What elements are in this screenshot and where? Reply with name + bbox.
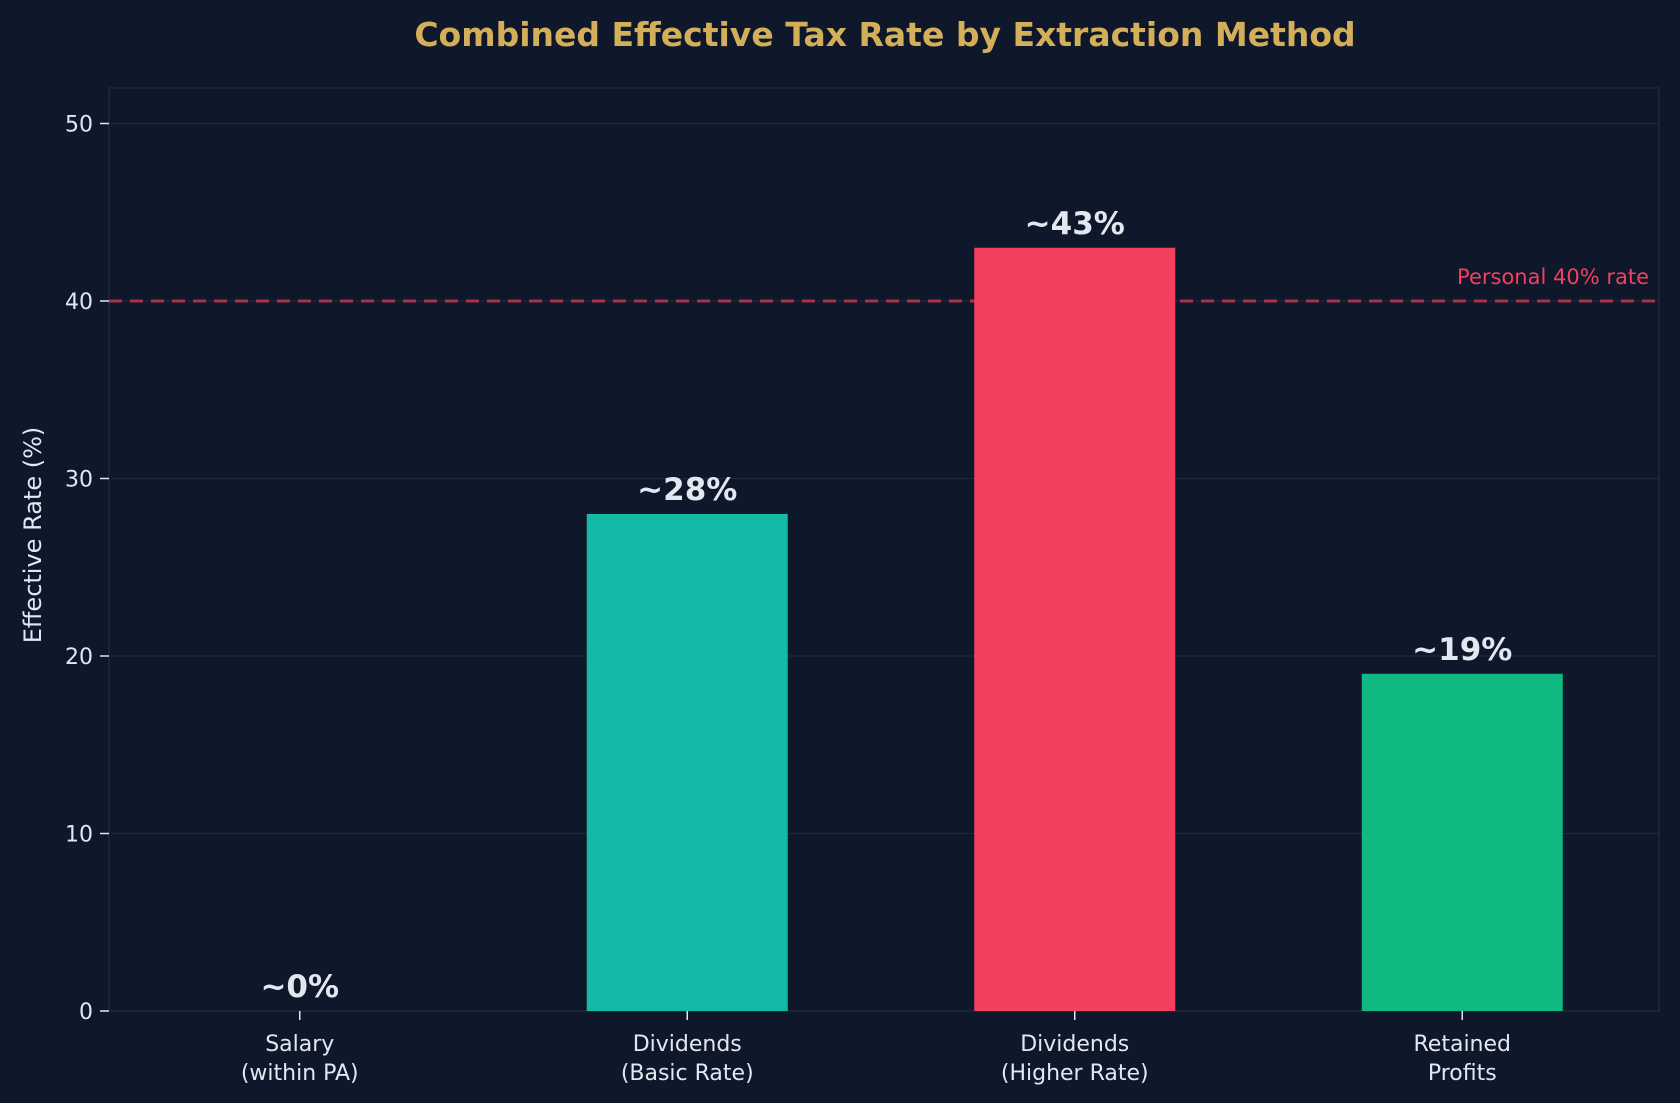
bar-3 [974,247,1176,1011]
x-tick-label-4-line1: Retained [1414,1032,1512,1057]
reference-line-group: Personal 40% rate [109,265,1659,303]
y-tick-label-10: 10 [65,823,93,848]
x-tick-label-3-line1: Dividends [1020,1032,1129,1057]
y-tick-label-40: 40 [65,290,93,315]
x-tick-label-1-line2: (within PA) [241,1061,359,1086]
plot-area-frame [108,87,1660,1012]
chart-title: Combined Effective Tax Rate by Extractio… [414,15,1355,54]
x-tick-label-3-line2: (Higher Rate) [1001,1061,1149,1086]
data-label-3: ~43% [1025,206,1125,242]
x-tick-label-2-line1: Dividends [633,1032,742,1057]
reference-line-label: Personal 40% rate [1457,265,1649,289]
bars [586,247,1563,1011]
y-tick-label-0: 0 [79,1000,93,1025]
data-label-1: ~0% [260,969,339,1005]
data-labels: ~0% ~28% ~43% ~19% [260,206,1512,1005]
y-axis: 0 10 20 30 40 50 [65,113,109,1025]
x-tick-label-4-line2: Profits [1428,1061,1497,1086]
y-tick-label-30: 30 [65,468,93,493]
y-axis-label: Effective Rate (%) [19,427,47,644]
y-tick-label-50: 50 [65,113,93,138]
x-axis: Salary (within PA) Dividends (Basic Rate) Di… [241,1011,1511,1086]
x-tick-label-1-line1: Salary [265,1032,334,1057]
data-label-2: ~28% [637,472,737,508]
y-tick-label-20: 20 [65,645,93,670]
x-tick-label-2-line2: (Basic Rate) [621,1061,754,1086]
data-label-4: ~19% [1412,632,1512,668]
bar-4 [1361,673,1563,1011]
bar-2 [586,514,788,1011]
